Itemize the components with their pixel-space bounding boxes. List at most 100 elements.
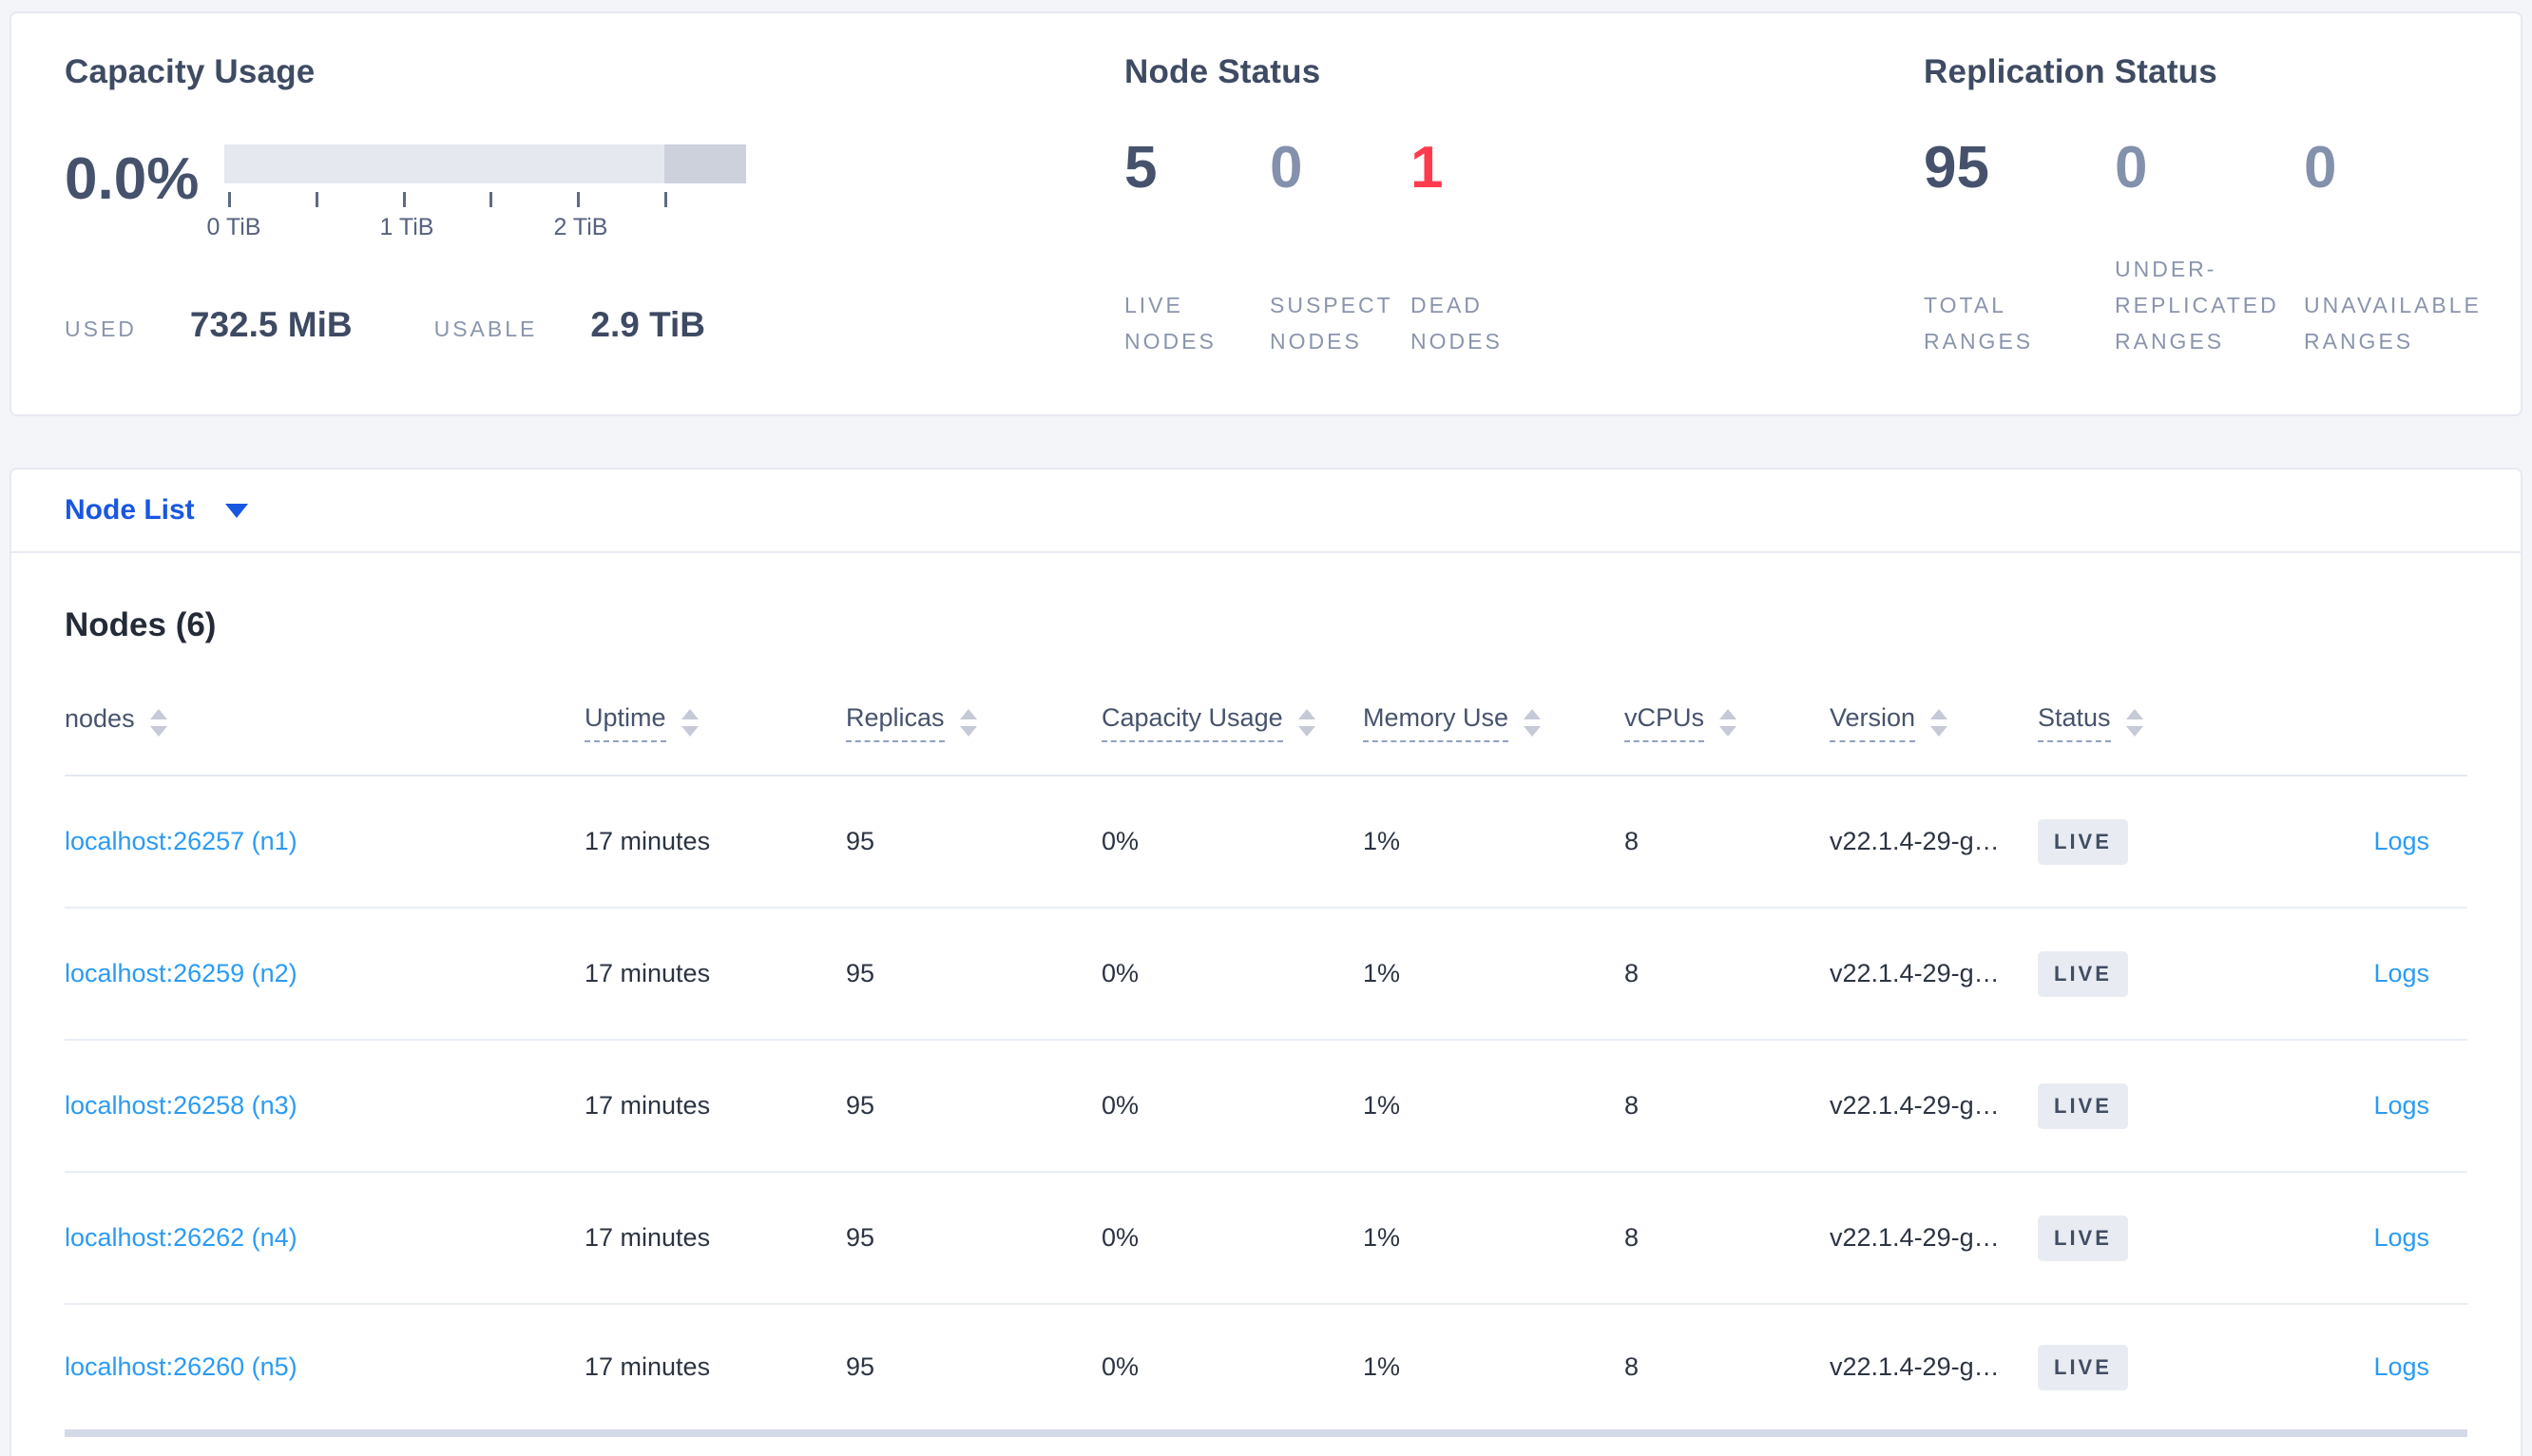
live-nodes-metric: 5 LIVE NODES: [1124, 139, 1270, 359]
cluster-summary-panel: Capacity Usage 0.0% 0 TiB 1 TiB: [10, 11, 2522, 416]
replicas-cell: 95: [846, 1223, 875, 1252]
node-link[interactable]: localhost:26258 (n3): [65, 1091, 297, 1120]
node-list-dropdown[interactable]: Node List: [65, 494, 248, 527]
sort-icon: [2125, 709, 2143, 737]
used-value: 732.5 MiB: [189, 305, 353, 344]
status-badge: LIVE: [2038, 818, 2128, 865]
logs-link[interactable]: Logs: [2373, 827, 2429, 855]
logs-link[interactable]: Logs: [2373, 959, 2429, 987]
capacity-usage-cell: 0%: [1102, 1223, 1140, 1252]
nodes-table-section: Nodes (6) nodes Uptime Replicas Capacity…: [11, 606, 2521, 1437]
unavailable-ranges-value: 0: [2304, 135, 2337, 201]
sort-icon: [1930, 709, 1948, 737]
vcpus-cell: 8: [1624, 1352, 1640, 1381]
unavailable-ranges-metric: 0 UNAVAILABLE RANGES: [2304, 139, 2518, 359]
node-link[interactable]: localhost:26257 (n1): [65, 827, 297, 855]
column-header-status[interactable]: Status: [2038, 703, 2296, 742]
unavailable-ranges-label: UNAVAILABLE RANGES: [2304, 293, 2482, 354]
total-ranges-metric: 95 TOTAL RANGES: [1924, 139, 2115, 359]
memory-use-cell: 1%: [1363, 827, 1401, 855]
table-row: localhost:26259 (n2) 17 minutes 95 0% 1%…: [65, 909, 2467, 1041]
live-nodes-value: 5: [1124, 135, 1158, 201]
replicas-cell: 95: [846, 1091, 875, 1120]
suspect-nodes-value: 0: [1270, 135, 1303, 201]
uptime-cell: 17 minutes: [585, 959, 711, 987]
uptime-cell: 17 minutes: [585, 827, 711, 855]
sort-icon: [1524, 709, 1542, 737]
node-link[interactable]: localhost:26260 (n5): [65, 1352, 297, 1381]
sort-icon: [959, 709, 977, 737]
vcpus-cell: 8: [1624, 959, 1640, 987]
used-label: USED: [65, 316, 137, 341]
replicas-cell: 95: [846, 959, 875, 987]
column-header-vcpus[interactable]: vCPUs: [1624, 703, 1830, 742]
table-row: localhost:26258 (n3) 17 minutes 95 0% 1%…: [65, 1041, 2467, 1173]
capacity-bar: [224, 144, 746, 183]
table-row: localhost:26260 (n5) 17 minutes 95 0% 1%…: [65, 1305, 2467, 1437]
replicas-cell: 95: [846, 1352, 875, 1381]
logs-link[interactable]: Logs: [2373, 1223, 2429, 1252]
total-ranges-value: 95: [1924, 135, 1989, 201]
axis-tick-label: 2 TiB: [553, 214, 608, 240]
node-list-panel: Node List Nodes (6) nodes Uptime Replica…: [10, 468, 2522, 1456]
axis-tick-label: 1 TiB: [379, 214, 434, 240]
column-header-memory-use[interactable]: Memory Use: [1363, 703, 1624, 742]
dead-nodes-metric: 1 DEAD NODES: [1410, 139, 1572, 359]
column-header-nodes[interactable]: nodes: [65, 704, 585, 741]
version-cell: v22.1.4-29-g…: [1830, 1223, 2000, 1252]
table-row: localhost:26257 (n1) 17 minutes 95 0% 1%…: [65, 776, 2467, 909]
vcpus-cell: 8: [1624, 1091, 1640, 1120]
capacity-axis-ticks: [224, 192, 746, 208]
usable-label: USABLE: [433, 316, 538, 341]
axis-tick: [489, 192, 492, 207]
sort-icon: [681, 709, 699, 737]
replication-status-section: Replication Status 95 TOTAL RANGES 0 UND…: [1924, 53, 2521, 414]
capacity-percent-value: 0.0%: [65, 146, 200, 212]
view-selector-row: Node List: [11, 469, 2521, 553]
version-cell: v22.1.4-29-g…: [1830, 1091, 2000, 1120]
usable-value: 2.9 TiB: [590, 305, 706, 344]
under-replicated-ranges-label: UNDER-REPLICATED RANGES: [2115, 257, 2279, 354]
nodes-table-title: Nodes (6): [65, 606, 217, 643]
replicas-cell: 95: [846, 827, 875, 855]
capacity-usage-cell: 0%: [1102, 1352, 1140, 1381]
node-link[interactable]: localhost:26259 (n2): [65, 959, 297, 987]
uptime-cell: 17 minutes: [585, 1352, 711, 1381]
memory-use-cell: 1%: [1363, 959, 1401, 987]
column-header-version[interactable]: Version: [1830, 703, 2038, 742]
status-badge: LIVE: [2038, 1082, 2128, 1129]
sort-icon: [1719, 709, 1737, 737]
capacity-usage-cell: 0%: [1102, 827, 1140, 855]
capacity-usage-section: Capacity Usage 0.0% 0 TiB 1 TiB: [65, 53, 1124, 414]
axis-tick: [316, 192, 318, 207]
chevron-down-icon: [224, 503, 248, 518]
sort-icon: [149, 709, 167, 737]
vcpus-cell: 8: [1624, 1223, 1640, 1252]
nodes-table-header: nodes Uptime Replicas Capacity Usage Mem…: [65, 703, 2467, 776]
capacity-usage-cell: 0%: [1102, 1091, 1140, 1120]
live-nodes-label: LIVE NODES: [1124, 293, 1217, 354]
node-list-dropdown-label: Node List: [65, 494, 195, 526]
logs-link[interactable]: Logs: [2373, 1352, 2429, 1381]
uptime-cell: 17 minutes: [585, 1223, 711, 1252]
memory-use-cell: 1%: [1363, 1091, 1401, 1120]
status-badge: LIVE: [2038, 950, 2128, 997]
suspect-nodes-metric: 0 SUSPECT NODES: [1270, 139, 1410, 359]
status-badge: LIVE: [2038, 1344, 2128, 1390]
axis-tick: [664, 192, 667, 207]
logs-link[interactable]: Logs: [2373, 1091, 2429, 1120]
memory-use-cell: 1%: [1363, 1223, 1401, 1252]
capacity-usage-title: Capacity Usage: [65, 53, 316, 90]
node-status-title: Node Status: [1124, 53, 1321, 90]
total-ranges-label: TOTAL RANGES: [1924, 293, 2034, 354]
version-cell: v22.1.4-29-g…: [1830, 1352, 2000, 1381]
column-header-uptime[interactable]: Uptime: [585, 703, 846, 742]
status-badge: LIVE: [2038, 1215, 2128, 1261]
node-link[interactable]: localhost:26262 (n4): [65, 1223, 297, 1252]
column-header-capacity-usage[interactable]: Capacity Usage: [1102, 703, 1363, 742]
capacity-usage-cell: 0%: [1102, 959, 1140, 987]
column-header-replicas[interactable]: Replicas: [846, 703, 1102, 742]
under-replicated-ranges-value: 0: [2115, 135, 2148, 201]
replication-status-title: Replication Status: [1924, 53, 2217, 90]
version-cell: v22.1.4-29-g…: [1830, 827, 2000, 855]
